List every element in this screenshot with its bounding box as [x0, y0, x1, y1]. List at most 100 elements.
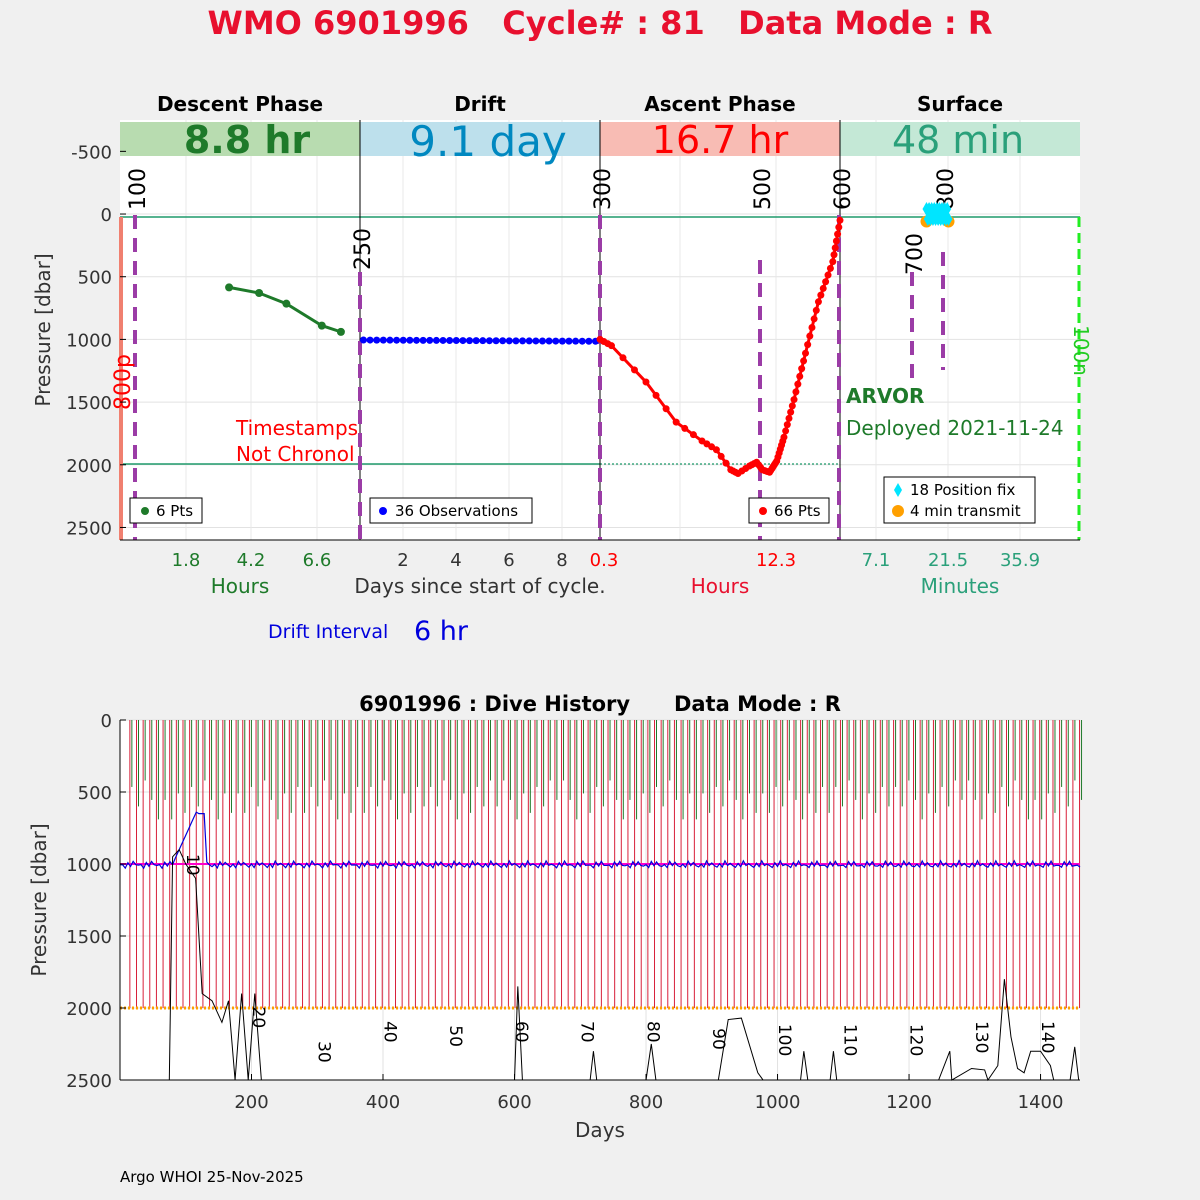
- mission-label-500: 500: [751, 168, 776, 210]
- ascent-point: [814, 298, 822, 306]
- surface-tick-2: 35.9: [1000, 550, 1040, 571]
- panel-title-descent: Descent Phase: [157, 92, 323, 116]
- top-y-label: Pressure [dbar]: [31, 253, 55, 406]
- history-title: 6901996 : Dive History Data Mode : R: [359, 692, 841, 716]
- ascent-point: [824, 271, 832, 279]
- ascent-point: [800, 357, 808, 365]
- top-y-tick-label: 2000: [66, 456, 112, 477]
- drift-point: [565, 337, 573, 345]
- drift-point: [366, 336, 374, 344]
- ascent-point: [822, 278, 830, 286]
- legend-descent: 6 Pts: [129, 497, 203, 524]
- descent-point: [317, 321, 326, 330]
- ascent-point: [794, 380, 802, 388]
- drift-point: [519, 337, 527, 345]
- float-type-label: ARVOR: [846, 384, 924, 408]
- duration-band-drift: [360, 122, 600, 156]
- history-x-label: Days: [575, 1118, 625, 1142]
- drift-point: [472, 337, 480, 345]
- drift-point: [532, 337, 540, 345]
- top-y-tick-label: 1000: [66, 330, 112, 351]
- ascent-point: [662, 405, 670, 413]
- ascent-point: [831, 244, 839, 252]
- ascent-point: [812, 306, 820, 314]
- drift-point: [419, 336, 427, 344]
- ascent-point: [712, 446, 720, 454]
- descent-point: [255, 289, 264, 298]
- ascent-point: [619, 354, 627, 362]
- top-y-ticks: -500 0 500 1000 1500 2000 2500: [66, 142, 126, 539]
- history-y-tick-label: 0: [101, 711, 112, 732]
- mission-label-600: 600: [831, 168, 856, 210]
- history-cycle-label: 110: [840, 1024, 860, 1056]
- drift-point: [525, 337, 533, 345]
- ascent-point: [672, 418, 680, 426]
- history-cycle-label: 120: [905, 1024, 925, 1056]
- duration-descent: 8.8 hr: [184, 118, 311, 162]
- drift-series: [359, 336, 600, 345]
- history-y-ticks: 0 500 1000 1500 2000 2500: [66, 711, 126, 1092]
- drift-point: [485, 337, 493, 345]
- ascent-point: [810, 315, 818, 323]
- drift-point: [572, 337, 580, 345]
- drift-point: [432, 336, 440, 344]
- surface-tick-1: 21.5: [928, 550, 968, 571]
- ascent-point: [798, 365, 806, 373]
- drift-point: [452, 337, 460, 345]
- drift-point: [578, 337, 586, 345]
- history-cycle-label: 60: [511, 1021, 531, 1043]
- descent-point: [336, 327, 345, 336]
- ascent-point: [780, 433, 788, 441]
- ascent-point: [834, 230, 842, 238]
- ascent-point: [783, 421, 791, 429]
- legend-descent-label: 6 Pts: [156, 502, 193, 520]
- ascent-point: [630, 366, 638, 374]
- ascent-point: [802, 349, 810, 357]
- ascent-point: [787, 408, 795, 416]
- ascent-point: [681, 424, 689, 432]
- history-y-tick-label: 500: [78, 783, 112, 804]
- ascent-point: [788, 402, 796, 410]
- ascent-series: [596, 216, 844, 478]
- history-y-tick-label: 2500: [66, 1071, 112, 1092]
- top-y-tick-label: 1500: [66, 393, 112, 414]
- descent-series: [225, 283, 345, 336]
- deployed-label: Deployed 2021-11-24: [846, 416, 1064, 440]
- ascent-point: [607, 342, 615, 350]
- drift-tick-1: 4: [450, 550, 461, 571]
- history-cycle-label: 10: [182, 854, 202, 876]
- footer-credit: Argo WHOI 25-Nov-2025: [120, 1168, 304, 1186]
- ascent-point: [792, 388, 800, 396]
- history-drift-trace: [119, 811, 1081, 870]
- legend-fix-label: 18 Position fix: [910, 481, 1015, 499]
- history-cycle-label: 130: [971, 1021, 991, 1053]
- duration-drift: 9.1 day: [409, 117, 566, 166]
- history-x-tick-label: 400: [366, 1092, 400, 1113]
- drift-point: [359, 336, 367, 344]
- ascent-tick-0: 0.3: [590, 550, 619, 571]
- drift-point: [505, 337, 513, 345]
- drift-point: [558, 337, 566, 345]
- drift-point: [479, 337, 487, 345]
- descent-point: [225, 283, 234, 292]
- surface-tick-0: 7.1: [862, 550, 891, 571]
- ascent-point: [782, 427, 790, 435]
- history-x-tick-label: 1000: [755, 1092, 801, 1113]
- surface-unit: Minutes: [921, 574, 1000, 598]
- history-x-tick-label: 800: [629, 1092, 663, 1113]
- drift-point: [552, 337, 560, 345]
- ascent-tick-1: 12.3: [756, 550, 796, 571]
- drift-point: [386, 336, 394, 344]
- drift-point: [499, 337, 507, 345]
- descent-point: [282, 299, 291, 308]
- ascent-point: [829, 258, 837, 266]
- ascent-point: [817, 291, 825, 299]
- drift-point: [412, 336, 420, 344]
- drift-point: [466, 337, 474, 345]
- duration-surface: 48 min: [892, 118, 1024, 162]
- mission-label-800p: 800p: [111, 354, 136, 410]
- history-cycle-label: 70: [577, 1021, 597, 1043]
- history-cycle-label: 40: [379, 1021, 399, 1043]
- history-y-label: Pressure [dbar]: [27, 823, 51, 976]
- drift-point: [492, 337, 500, 345]
